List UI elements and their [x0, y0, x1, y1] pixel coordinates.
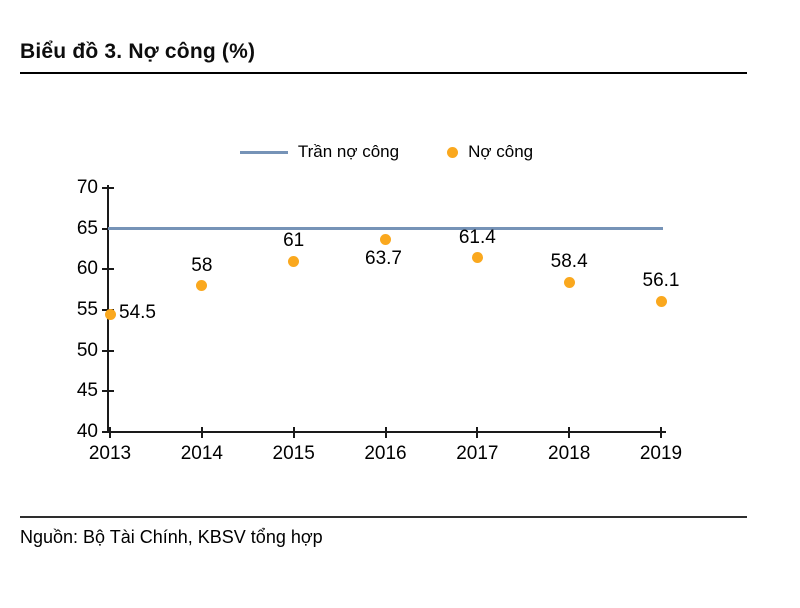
data-point-label: 58: [191, 254, 213, 276]
data-point-label: 63.7: [365, 248, 402, 270]
chart-legend: Trần nợ công Nợ công: [108, 140, 665, 164]
legend-item-ceiling: Trần nợ công: [239, 142, 400, 162]
data-point-label: 61: [283, 230, 305, 252]
legend-label-debt: Nợ công: [468, 142, 534, 161]
ceiling-line: [108, 227, 663, 231]
data-point-label: 54.5: [119, 302, 156, 324]
legend-line-swatch: [239, 150, 288, 154]
data-point: [288, 255, 300, 267]
legend-dot-swatch: [447, 146, 459, 158]
x-tick-label: 2018: [548, 443, 591, 464]
data-point-label: 58.4: [550, 251, 588, 273]
data-point: [380, 233, 391, 245]
x-tick: [384, 427, 387, 438]
y-tick-label: 70: [76, 177, 98, 198]
data-point: [104, 308, 116, 320]
y-tick: [102, 187, 114, 189]
footer-rule: [20, 516, 747, 518]
x-tick-label: 2015: [272, 443, 315, 464]
title-underline: [20, 72, 747, 74]
data-point-label: 61.4: [458, 226, 496, 248]
y-tick: [102, 390, 114, 393]
source-note: Nguồn: Bộ Tài Chính, KBSV tổng hợp: [20, 527, 323, 547]
y-tick: [102, 268, 114, 271]
y-tick-label: 50: [76, 339, 98, 361]
x-tick: [109, 427, 111, 438]
data-point: [655, 295, 667, 307]
y-tick-label: 45: [76, 380, 98, 402]
data-point: [471, 252, 483, 264]
x-tick: [292, 427, 295, 438]
y-tick-label: 65: [76, 217, 98, 239]
x-tick-label: 2013: [88, 443, 132, 464]
x-tick-label: 2017: [456, 443, 499, 464]
legend-label-ceiling: Trần nợ công: [297, 142, 400, 161]
x-tick-label: 2014: [180, 443, 223, 464]
x-tick: [660, 427, 662, 438]
x-tick: [568, 427, 571, 438]
y-tick-label: 40: [76, 421, 98, 442]
y-tick: [102, 349, 114, 352]
chart-title: Biểu đồ 3. Nợ công (%): [20, 40, 256, 63]
x-tick-label: 2019: [639, 443, 683, 464]
y-tick-label: 55: [76, 299, 98, 320]
x-tick: [200, 427, 203, 438]
data-point-label: 56.1: [642, 270, 680, 292]
y-tick: [102, 431, 114, 433]
x-tick: [476, 427, 479, 438]
legend-item-debt: Nợ công: [447, 142, 533, 162]
data-point: [563, 276, 575, 288]
x-tick-label: 2016: [364, 443, 407, 464]
data-point: [196, 280, 208, 292]
y-tick-label: 60: [76, 258, 98, 280]
